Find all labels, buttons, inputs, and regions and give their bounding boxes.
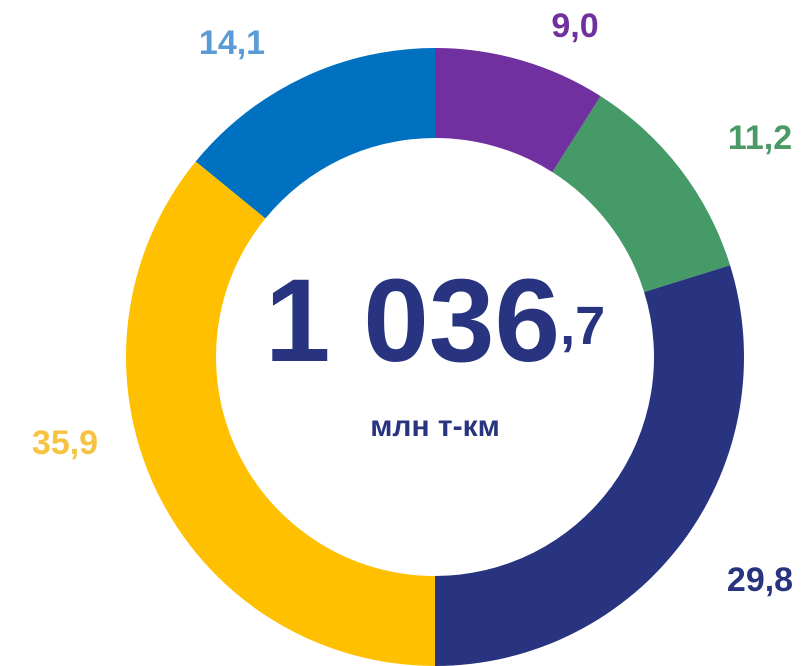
data-label: 11,2 bbox=[728, 119, 792, 157]
data-label: 9,0 bbox=[551, 7, 598, 45]
donut-slice bbox=[552, 96, 731, 292]
center-value: 1 036,7 bbox=[265, 255, 605, 387]
data-label: 35,9 bbox=[32, 424, 98, 462]
donut-slice bbox=[435, 265, 744, 666]
donut-slice bbox=[195, 48, 435, 219]
data-label: 14,1 bbox=[199, 24, 265, 62]
center-unit: млн т-км bbox=[370, 410, 500, 443]
center-integer: 1 036 bbox=[265, 255, 560, 387]
data-label: 29,8 bbox=[727, 561, 793, 599]
donut-slice bbox=[125, 161, 436, 666]
donut-slice bbox=[435, 48, 601, 173]
center-fraction: ,7 bbox=[560, 296, 605, 356]
